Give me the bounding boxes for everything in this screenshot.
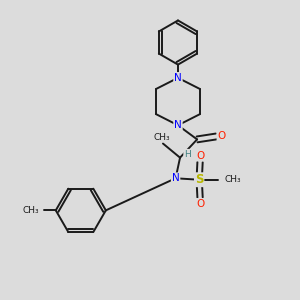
Text: N: N	[174, 120, 182, 130]
Text: O: O	[196, 151, 204, 160]
Text: CH₃: CH₃	[23, 206, 40, 215]
Text: N: N	[172, 173, 179, 183]
Text: N: N	[174, 73, 182, 83]
Text: CH₃: CH₃	[154, 133, 170, 142]
Text: O: O	[196, 199, 204, 209]
Text: O: O	[218, 131, 226, 142]
Text: CH₃: CH₃	[225, 175, 242, 184]
Text: H: H	[184, 150, 191, 159]
Text: S: S	[195, 173, 203, 186]
